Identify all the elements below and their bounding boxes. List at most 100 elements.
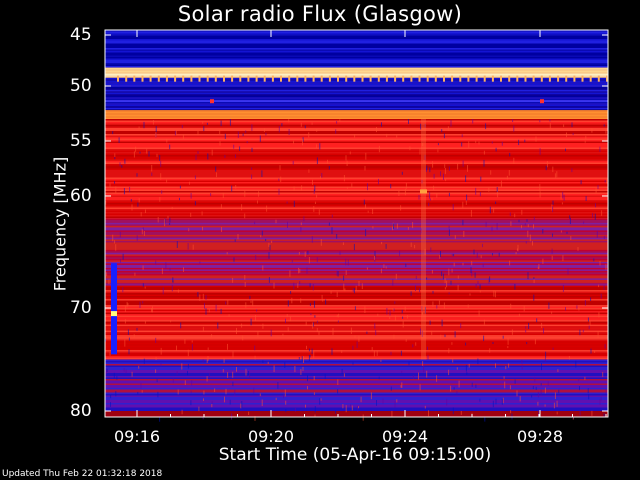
spectrogram-speckle [511,329,513,335]
spectrogram-speckle [319,398,321,405]
spectrogram-strip [105,67,608,70]
spectrogram-speckle [160,173,162,180]
spectrogram-speckle [563,124,565,128]
spectrogram-strip [105,380,608,383]
spectrogram-strip [105,306,608,309]
spectrogram-strip [105,129,608,132]
spectrogram-speckle [424,154,426,160]
spectrogram-strip [105,138,608,141]
spectrogram-strip [105,296,608,298]
spectrogram-speckle [244,275,246,280]
spectrogram-strip [105,91,608,93]
spectrogram-speckle [319,143,321,150]
spectrogram-strip [105,64,608,67]
spectrogram-speckle [424,248,426,255]
spectrogram-strip [105,75,608,77]
spectrogram-speckle [309,355,311,358]
spectrogram-speckle [546,161,548,168]
spectrogram-speckle [228,314,230,317]
spectrogram-speckle [465,200,467,205]
spectrogram-speckle [248,411,250,415]
spectrogram-speckle [527,224,529,228]
spectrogram-speckle [316,320,318,324]
spectrogram-speckle [588,325,590,330]
spectrogram-speckle [584,376,586,380]
spectrogram-speckle [303,356,304,363]
spectrogram-speckle [552,166,554,173]
spectrogram-speckle [205,295,207,300]
spectrogram-speckle [114,157,116,160]
spectrogram-speckle [412,344,414,348]
spectrogram-speckle [298,267,300,274]
spectrogram-speckle [531,395,533,398]
spectrogram-speckle [595,188,597,193]
spectrogram-strip [105,335,608,337]
spectrogram-speckle [302,137,304,142]
spectrogram-speckle [177,289,179,293]
spectrogram-speckle [187,370,188,376]
spectrogram-speckle [237,234,239,240]
spectrogram-speckle [310,313,312,316]
spectrogram-strip [105,209,608,211]
spectrogram-speckle [436,193,438,198]
spectrogram-speckle [491,226,493,232]
spectrogram-speckle [510,410,512,414]
spectrogram-speckle [206,122,208,125]
spectrogram-strip [105,299,608,301]
spectrogram-speckle [473,249,475,255]
spectrogram-speckle [594,350,596,353]
spectrogram-speckle [599,261,601,266]
spectrogram-speckle [313,376,315,381]
spectrogram-speckle [287,300,289,307]
spectrogram-speckle [418,372,419,380]
spectrogram-speckle [217,322,219,329]
spectrogram-speckle [462,160,464,167]
interference-tick [263,75,266,82]
update-timestamp: Updated Thu Feb 22 01:32:18 2018 [2,469,163,479]
spectrogram-speckle [475,187,477,195]
spectrogram-strip [105,276,608,279]
spectrogram-speckle [105,201,107,205]
spectrogram-strip [105,161,608,163]
spectrogram-speckle [285,318,286,324]
spectrogram-speckle [240,403,242,409]
spectrogram-strip [105,347,608,349]
spectrogram-speckle [532,241,533,246]
spectrogram-speckle [440,334,442,339]
spectrogram-speckle [300,122,302,127]
spectrogram-speckle [313,206,315,212]
spectrogram-speckle [395,273,397,280]
spectrogram-strip [105,144,608,147]
spectrogram-speckle [251,124,253,131]
interference-tick [508,75,511,82]
spectrogram-strip [105,303,608,306]
interference-tick [288,75,291,82]
spectrogram-strip [105,31,608,34]
spectrogram-speckle [508,170,510,176]
spectrogram-speckle [304,125,306,129]
spectrogram-speckle [166,138,168,143]
spectrogram-strip [105,113,608,115]
spectrogram-speckle [234,389,236,396]
y-axis-label: Frequency [MHz] [50,156,70,292]
spectrogram-speckle [261,399,263,406]
spectrogram-strip [105,57,608,59]
spectrogram-strip [105,284,608,286]
spectrogram-speckle [400,385,402,388]
spectrogram-speckle [533,224,534,229]
spectrogram-strip [105,43,608,46]
spectrogram-speckle [308,348,310,352]
spectrogram-speckle [164,219,166,227]
spectrogram-strip [105,231,608,234]
spectrogram-speckle [401,382,403,388]
spectrogram-speckle [569,217,571,224]
spectrogram-speckle [128,349,130,355]
spectrogram-strip [105,309,608,312]
spectrogram-speckle [594,213,596,220]
interference-tick [483,75,486,82]
spectrogram-speckle [128,337,130,341]
spectrogram-speckle [131,371,133,377]
spectrogram-strip [105,379,608,381]
spectrogram-speckle [479,398,481,402]
